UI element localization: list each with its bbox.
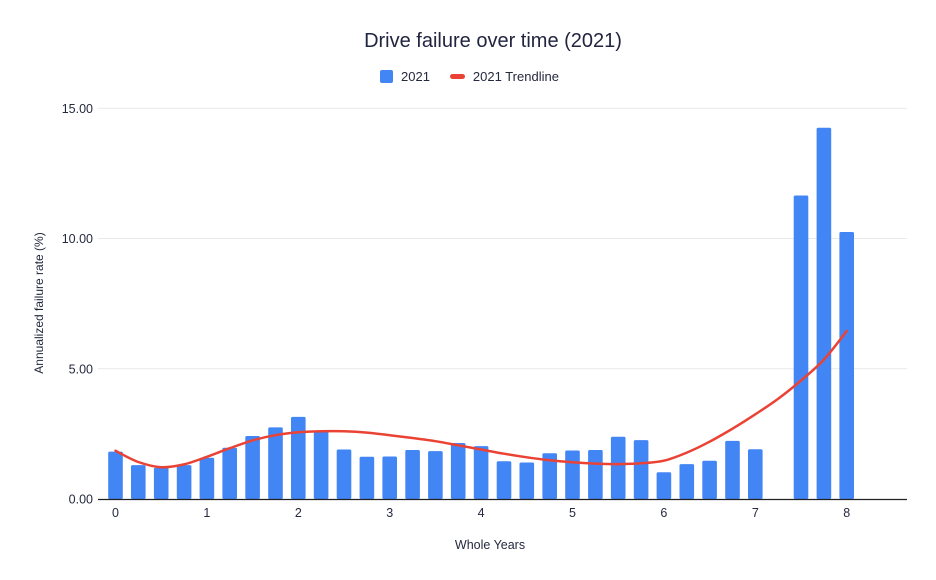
y-tick-label: 10.00 (62, 232, 93, 246)
chart-title: Drive failure over time (2021) (364, 30, 622, 52)
x-tick-label: 4 (478, 506, 485, 520)
bar (702, 460, 717, 499)
x-tick-label: 2 (295, 506, 302, 520)
bar (382, 456, 397, 499)
bar (679, 464, 695, 499)
legend: 2021 2021 Trendline (380, 67, 559, 85)
legend-swatch-2021 (380, 69, 393, 83)
bar (428, 451, 443, 499)
bar (450, 443, 466, 499)
x-tick-label: 1 (203, 506, 210, 520)
bar (519, 462, 535, 499)
bar (839, 232, 854, 499)
y-tick-label: 5.00 (69, 362, 93, 376)
bar (816, 127, 832, 500)
bar (291, 416, 306, 499)
bar (359, 456, 375, 499)
bar (222, 447, 237, 499)
bar (725, 440, 740, 499)
bar (656, 472, 672, 499)
bar (565, 450, 580, 499)
bar (496, 461, 512, 499)
x-tick-label: 7 (752, 506, 759, 520)
bar (633, 440, 649, 499)
bar (313, 431, 329, 499)
x-tick-label: 8 (843, 506, 850, 520)
bar (108, 451, 123, 499)
x-tick-label: 0 (112, 506, 119, 520)
bar (245, 436, 260, 499)
bar (336, 449, 352, 499)
bar (153, 467, 169, 499)
bar (473, 446, 489, 499)
bar (199, 457, 215, 499)
y-tick-label: 0.00 (69, 493, 93, 507)
trendline (114, 329, 848, 469)
legend-swatch-trendline (449, 73, 465, 79)
x-tick-label: 6 (660, 506, 667, 520)
bar (542, 453, 557, 499)
x-tick-label: 5 (569, 506, 576, 520)
bar (610, 436, 626, 499)
legend-label-2021: 2021 (401, 68, 430, 84)
legend-label-trendline: 2021 Trendline (472, 68, 559, 84)
bar (588, 450, 603, 499)
bar (176, 465, 192, 499)
bar (131, 465, 146, 499)
y-tick-label: 15.00 (62, 102, 93, 116)
bar (405, 450, 420, 499)
x-axis-title: Whole Years (454, 538, 526, 552)
bar (793, 195, 809, 499)
bar (268, 427, 283, 499)
x-tick-label: 3 (386, 506, 393, 520)
bar (748, 449, 763, 499)
